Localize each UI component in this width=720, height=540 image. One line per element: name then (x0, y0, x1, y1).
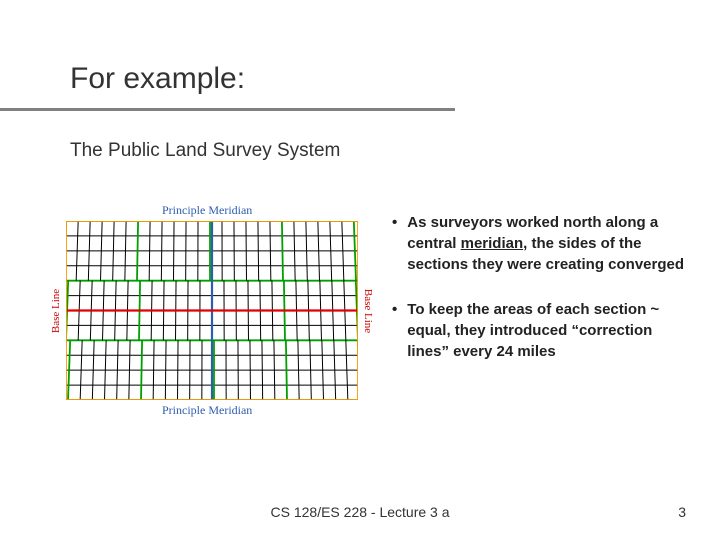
slide-title: For example: (70, 62, 245, 96)
diagram-label-left: Base Line (50, 288, 62, 332)
page-number: 3 (678, 504, 686, 520)
slide-subtitle: The Public Land Survey System (70, 140, 340, 162)
bullet-list: •As surveyors worked north along a centr… (392, 212, 692, 386)
diagram-label-bottom: Principle Meridian (162, 403, 252, 418)
grid-svg (66, 221, 358, 400)
bullet-text: To keep the areas of each section ~ equa… (407, 299, 692, 362)
title-underline (0, 108, 455, 111)
bullet-mark: • (392, 212, 397, 275)
diagram-label-right: Base Line (362, 288, 374, 332)
survey-grid-diagram: Principle Meridian Principle Meridian Ba… (52, 203, 372, 418)
bullet-text: As surveyors worked north along a centra… (407, 212, 692, 275)
slide-footer: CS 128/ES 228 - Lecture 3 a (0, 504, 720, 520)
bullet-item: •As surveyors worked north along a centr… (392, 212, 692, 275)
diagram-label-top: Principle Meridian (162, 203, 252, 218)
bullet-item: •To keep the areas of each section ~ equ… (392, 299, 692, 362)
bullet-mark: • (392, 299, 397, 362)
